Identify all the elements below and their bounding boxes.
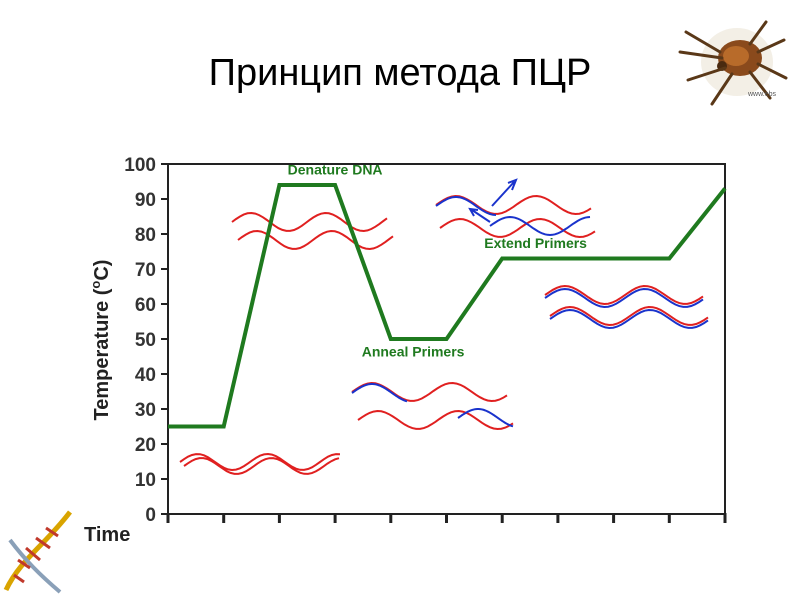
template-strand <box>237 229 394 251</box>
annotation-layer: Denature DNA Anneal Primers Extend Primers <box>288 162 588 360</box>
svg-text:www.ebs: www.ebs <box>747 91 777 98</box>
y-tick-label: 90 <box>135 190 156 211</box>
template-strand <box>357 409 514 431</box>
phase-annotation: Denature DNA <box>288 162 383 178</box>
primer-strand <box>351 383 408 403</box>
y-tick-label: 0 <box>145 505 156 526</box>
y-axis: 0 10 20 30 40 50 60 70 80 90 100 <box>124 155 168 526</box>
template-strand <box>351 381 508 403</box>
dna-helix-icon <box>3 510 72 594</box>
extension-arrow <box>491 178 518 207</box>
template-strand <box>231 211 388 233</box>
template-strand <box>549 305 709 327</box>
y-tick-label: 30 <box>135 400 156 421</box>
y-tick-label: 80 <box>135 225 156 246</box>
template-strand <box>179 452 341 472</box>
template-strand <box>435 194 592 216</box>
y-tick-label: 40 <box>135 365 156 386</box>
x-axis-title: Time <box>84 524 130 546</box>
template-strand <box>183 457 340 475</box>
extension-arrow <box>468 207 491 223</box>
phase-annotation: Anneal Primers <box>362 344 465 360</box>
primer-strand <box>489 215 591 237</box>
primer-strand <box>544 287 704 309</box>
primer-strand <box>549 308 709 330</box>
temperature-line <box>168 183 727 429</box>
primer-strand <box>457 408 514 428</box>
phase-annotation: Extend Primers <box>484 235 587 251</box>
y-tick-label: 50 <box>135 330 156 351</box>
template-strand <box>544 284 704 306</box>
slide-title: Принцип метода ПЦР <box>208 52 592 94</box>
y-tick-label: 20 <box>135 435 156 456</box>
dna-strands <box>179 178 709 475</box>
y-tick-label: 60 <box>135 295 156 316</box>
y-axis-title: Temperature (oC) <box>88 260 113 421</box>
series-layer <box>168 183 727 429</box>
x-axis <box>166 513 727 523</box>
template-strand <box>439 217 596 239</box>
y-tick-label: 100 <box>124 155 156 176</box>
tick-insect-icon: www.ebs <box>678 20 788 106</box>
y-tick-label: 10 <box>135 470 156 491</box>
primer-strand <box>435 196 497 216</box>
y-tick-label: 70 <box>135 260 156 281</box>
